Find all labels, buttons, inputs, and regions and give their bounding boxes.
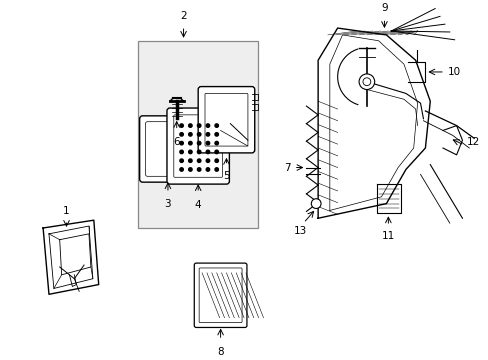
Text: 12: 12	[466, 137, 479, 147]
FancyBboxPatch shape	[173, 115, 222, 177]
Circle shape	[196, 123, 201, 128]
Circle shape	[205, 167, 210, 172]
Text: 6: 6	[173, 137, 180, 147]
Circle shape	[358, 74, 374, 90]
Circle shape	[187, 123, 192, 128]
Circle shape	[187, 158, 192, 163]
FancyBboxPatch shape	[199, 268, 242, 323]
Circle shape	[187, 167, 192, 172]
Text: 2: 2	[180, 11, 186, 21]
Circle shape	[179, 132, 183, 137]
Circle shape	[179, 158, 183, 163]
Circle shape	[187, 149, 192, 154]
Circle shape	[196, 141, 201, 145]
Text: 3: 3	[164, 199, 171, 209]
Circle shape	[205, 132, 210, 137]
Circle shape	[187, 132, 192, 137]
FancyBboxPatch shape	[140, 116, 196, 182]
Text: 1: 1	[63, 206, 70, 216]
Circle shape	[196, 132, 201, 137]
Circle shape	[196, 149, 201, 154]
Text: 8: 8	[217, 347, 224, 357]
FancyBboxPatch shape	[145, 122, 190, 176]
FancyBboxPatch shape	[194, 263, 246, 328]
Circle shape	[179, 167, 183, 172]
Circle shape	[214, 158, 219, 163]
Circle shape	[214, 123, 219, 128]
Circle shape	[205, 141, 210, 145]
Circle shape	[179, 149, 183, 154]
Circle shape	[214, 132, 219, 137]
Bar	[138, 41, 257, 228]
Circle shape	[205, 123, 210, 128]
Circle shape	[205, 158, 210, 163]
Circle shape	[179, 123, 183, 128]
Circle shape	[214, 141, 219, 145]
FancyBboxPatch shape	[198, 87, 254, 153]
Text: 9: 9	[380, 4, 387, 13]
Circle shape	[362, 78, 370, 86]
Text: 5: 5	[223, 171, 229, 181]
Text: 11: 11	[381, 231, 394, 241]
Text: 10: 10	[447, 67, 460, 77]
Circle shape	[196, 158, 201, 163]
FancyBboxPatch shape	[204, 93, 247, 146]
Circle shape	[179, 141, 183, 145]
Text: 4: 4	[194, 200, 201, 210]
Text: 7: 7	[284, 162, 290, 172]
Text: 13: 13	[293, 226, 306, 236]
Circle shape	[196, 167, 201, 172]
Circle shape	[187, 141, 192, 145]
Circle shape	[214, 167, 219, 172]
Circle shape	[311, 199, 321, 208]
Circle shape	[214, 149, 219, 154]
FancyBboxPatch shape	[166, 108, 229, 184]
Circle shape	[205, 149, 210, 154]
